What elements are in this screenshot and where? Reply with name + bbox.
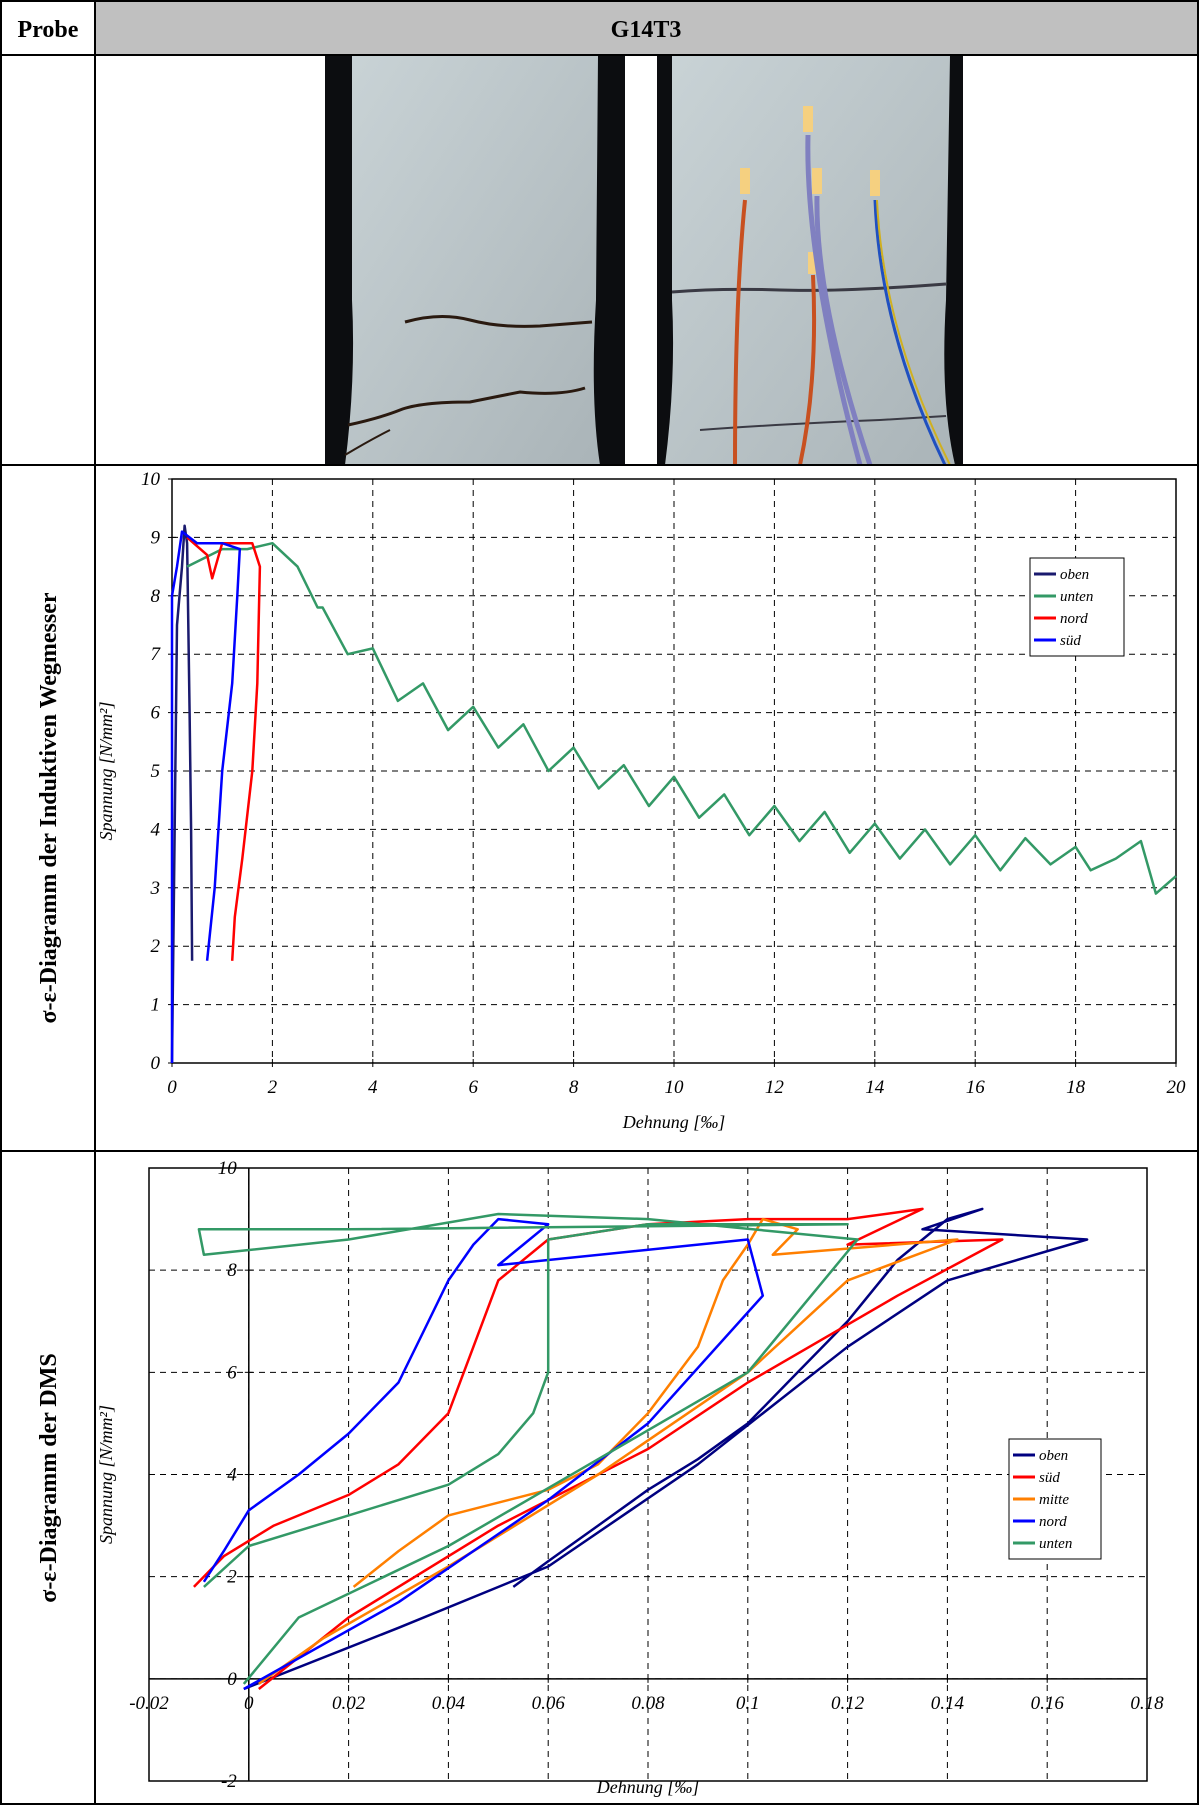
y-tick-label: 10 <box>141 469 161 490</box>
x-tick-label: 8 <box>569 1077 579 1098</box>
photo-right <box>657 56 963 466</box>
data-line <box>186 541 1177 895</box>
x-tick-label: 0.08 <box>631 1693 665 1714</box>
row-label: σ-ε-Diagramm der DMS <box>36 1353 62 1602</box>
y-axis-label: Spannung [N/mm²] <box>96 702 116 841</box>
x-tick-label: 20 <box>1167 1077 1187 1098</box>
y-tick-label: 8 <box>227 1260 237 1281</box>
x-axis-label: Dehnung [‰] <box>622 1112 726 1132</box>
legend-label: mitte <box>1039 1492 1069 1508</box>
photo-left <box>325 56 625 465</box>
row-label: σ-ε-Diagramm der Induktiven Wegmesser <box>36 592 62 1023</box>
data-line <box>243 1207 1089 1691</box>
legend-label: nord <box>1039 1514 1067 1530</box>
y-tick-label: 8 <box>151 586 161 607</box>
x-tick-label: 0.1 <box>736 1693 760 1714</box>
x-tick-label: 12 <box>765 1077 785 1098</box>
x-tick-label: 0.02 <box>332 1693 366 1714</box>
y-tick-label: 6 <box>227 1362 237 1383</box>
y-tick-label: 4 <box>151 819 161 840</box>
x-tick-label: 0.12 <box>831 1693 865 1714</box>
x-tick-label: 14 <box>865 1077 885 1098</box>
y-tick-label: 3 <box>150 878 161 899</box>
y-tick-label: 2 <box>227 1567 237 1588</box>
x-tick-label: 0 <box>167 1077 177 1098</box>
x-tick-label: 2 <box>268 1077 278 1098</box>
y-tick-label: 4 <box>227 1465 237 1486</box>
y-axis-label: Spannung [N/mm²] <box>96 1405 116 1544</box>
y-tick-label: 1 <box>151 995 161 1016</box>
legend-label: süd <box>1060 633 1081 649</box>
x-tick-label: 6 <box>468 1077 478 1098</box>
header-sample: G14T3 <box>611 17 682 43</box>
y-tick-label: 2 <box>151 936 161 957</box>
legend-label: oben <box>1039 1448 1068 1464</box>
y-tick-label: 7 <box>151 644 162 665</box>
data-line <box>186 536 262 961</box>
x-tick-label: 0.16 <box>1031 1693 1065 1714</box>
y-tick-label: 0 <box>151 1053 161 1074</box>
data-line <box>197 1212 859 1685</box>
legend-label: unten <box>1060 589 1093 605</box>
legend-label: süd <box>1039 1470 1060 1486</box>
data-line <box>170 530 242 1063</box>
x-tick-label: 10 <box>665 1077 685 1098</box>
x-axis-label: Dehnung [‰] <box>596 1777 700 1797</box>
header-probe: Probe <box>18 17 79 43</box>
y-tick-label: 6 <box>151 703 161 724</box>
x-tick-label: 16 <box>966 1077 986 1098</box>
header-bg <box>95 1 1198 55</box>
x-tick-label: 4 <box>368 1077 378 1098</box>
data-line <box>170 524 194 1064</box>
x-tick-label: 0.06 <box>532 1693 566 1714</box>
plot-frame <box>148 1167 1148 1782</box>
x-tick-label: 18 <box>1066 1077 1086 1098</box>
x-tick-label: 0.14 <box>931 1693 965 1714</box>
data-line <box>202 1217 765 1691</box>
legend-label: nord <box>1060 611 1088 627</box>
legend-label: unten <box>1039 1536 1072 1552</box>
data-line <box>193 1207 1004 1690</box>
data-line <box>258 1217 959 1685</box>
legend: oben unten nord süd <box>1029 557 1125 657</box>
y-tick-label: 5 <box>151 761 161 782</box>
legend-label: oben <box>1060 567 1089 583</box>
x-tick-label: 0.04 <box>432 1693 466 1714</box>
legend: oben süd mitte nord unten <box>1008 1438 1102 1560</box>
y-tick-label: 9 <box>151 527 161 548</box>
